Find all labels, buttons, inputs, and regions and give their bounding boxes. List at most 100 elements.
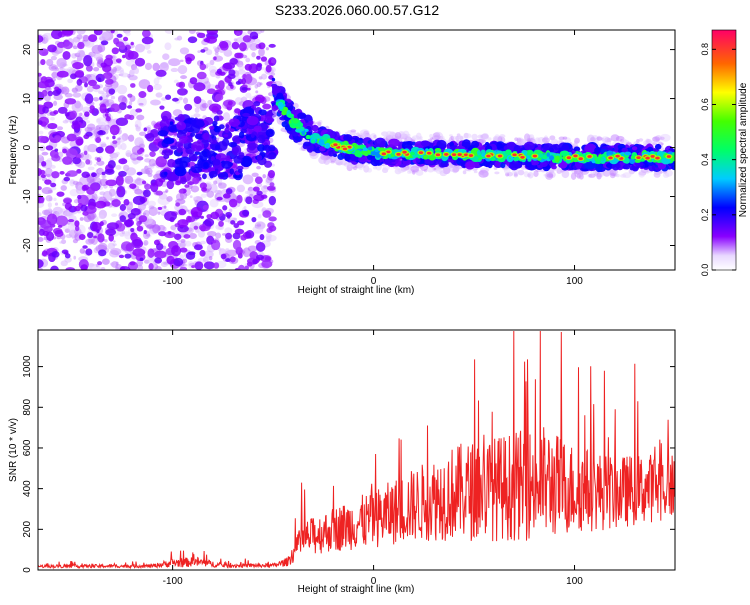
spectrogram-cell xyxy=(118,102,127,111)
spectrogram-cell xyxy=(99,178,109,187)
spectrogram-cell xyxy=(44,94,51,102)
spectrogram-cell xyxy=(523,141,535,151)
spectrogram-cell xyxy=(157,130,168,137)
spectrogram-cell xyxy=(174,166,187,177)
spectrogram-cell xyxy=(636,156,641,160)
spectrogram-cell xyxy=(659,136,665,141)
spectrogram-cell xyxy=(64,253,71,259)
spectrogram-cell xyxy=(41,89,48,97)
spectrogram-cell xyxy=(184,240,192,247)
spectrogram-cell xyxy=(138,102,144,106)
spectrogram-cell xyxy=(134,57,146,67)
spectrogram-cell xyxy=(234,108,241,114)
spectrogram-cell xyxy=(232,239,242,251)
spectrogram-cell xyxy=(215,232,222,239)
spectrogram-cell xyxy=(64,112,70,117)
spectrogram-cell xyxy=(257,144,265,152)
spectrogram-cell xyxy=(241,86,248,91)
spectrogram-cell xyxy=(119,215,126,223)
spectrogram-cell xyxy=(219,42,229,51)
spectrogram-cell xyxy=(594,155,598,160)
spectrogram-cell xyxy=(274,87,281,94)
spectrogram-cell xyxy=(615,173,620,178)
spectrogram-cell xyxy=(562,136,568,140)
spectrogram-cell xyxy=(110,103,121,113)
spectrogram-cell xyxy=(193,113,201,118)
spectrogram-cell xyxy=(62,197,73,204)
spectrogram-cell xyxy=(200,240,206,245)
spectrogram-cell xyxy=(224,218,232,223)
spectrogram-cell xyxy=(622,172,632,179)
spectrogram-cell xyxy=(256,182,263,188)
spectrogram-cell xyxy=(257,214,262,219)
spectrogram-cell xyxy=(374,149,379,153)
spectrogram-cell xyxy=(97,44,106,53)
spectrogram-cell xyxy=(39,197,45,204)
spectrogram-cell xyxy=(56,191,65,197)
spectrogram-cell xyxy=(56,210,65,216)
spectrogram-cell xyxy=(406,133,411,137)
spectrogram-cell xyxy=(229,256,236,263)
spectrogram-cell xyxy=(83,214,92,223)
spectrogram-cell xyxy=(182,258,188,264)
spectrogram-cell xyxy=(173,257,184,267)
spectrogram-cell xyxy=(194,261,204,270)
spectrogram-cell xyxy=(179,47,190,55)
spectrogram-cell xyxy=(221,160,233,169)
y-tick-label: -10 xyxy=(22,189,33,204)
spectrogram-cell xyxy=(101,258,110,265)
spectrogram-cell xyxy=(155,190,164,196)
spectrogram-cell xyxy=(265,65,272,73)
spectrogram-cell xyxy=(150,99,161,106)
spectrogram-cell xyxy=(608,156,613,160)
spectrogram-cell xyxy=(72,156,82,165)
spectrogram-cell xyxy=(520,165,526,170)
spectrogram-cell xyxy=(490,156,496,161)
spectrogram-cell xyxy=(247,87,251,91)
spectrogram-cell xyxy=(429,134,434,138)
spectrogram-cell xyxy=(84,154,92,161)
spectrogram-cell xyxy=(214,51,219,56)
spectrogram-cell xyxy=(227,100,233,106)
spectrogram-cell xyxy=(655,156,660,160)
spectrogram-cell xyxy=(268,225,277,232)
spectrogram-cell xyxy=(44,36,50,43)
spectrogram-cell xyxy=(171,245,182,257)
spectrogram-cell xyxy=(196,32,206,39)
spectrogram-cell xyxy=(164,42,172,51)
spectrogram-cell xyxy=(106,136,109,140)
spectrogram-cell xyxy=(177,88,188,96)
spectrogram-cell xyxy=(199,63,207,71)
spectrogram-cell xyxy=(93,66,100,72)
spectrogram-cell xyxy=(108,234,114,242)
spectrogram-cell xyxy=(191,119,205,128)
spectrogram-cell xyxy=(67,78,73,84)
spectrogram-cell xyxy=(189,195,193,198)
spectrogram-cell xyxy=(102,98,109,104)
spectrogram-cell xyxy=(505,149,512,155)
spectrogram-cell xyxy=(595,162,603,173)
spectrogram-cell xyxy=(81,106,91,113)
spectrogram-cell xyxy=(128,101,133,106)
spectrogram-cell xyxy=(116,186,126,198)
spectrogram-cell xyxy=(39,145,46,152)
spectrogram-cell xyxy=(242,96,246,100)
spectrogram-cell xyxy=(494,171,500,175)
spectrogram-cell xyxy=(385,130,393,139)
spectrogram-cell xyxy=(203,162,209,169)
spectrogram-cell xyxy=(228,208,233,213)
spectrogram-cell xyxy=(179,242,186,249)
spectrogram-cell xyxy=(77,41,85,50)
spectrogram-cell xyxy=(135,108,143,113)
spectrogram-cell xyxy=(230,220,236,225)
spectrogram-cell xyxy=(527,171,534,179)
spectrogram-cell xyxy=(295,128,303,133)
spectrogram-cell xyxy=(47,189,53,194)
spectrogram-cell xyxy=(268,195,277,206)
spectrogram-cell xyxy=(97,261,103,266)
spectrogram-cell xyxy=(46,58,54,67)
spectrogram-cell xyxy=(244,73,253,85)
y-tick-label: 1000 xyxy=(22,355,33,378)
spectrogram-cell xyxy=(110,262,115,266)
spectrogram-cell xyxy=(93,53,103,60)
